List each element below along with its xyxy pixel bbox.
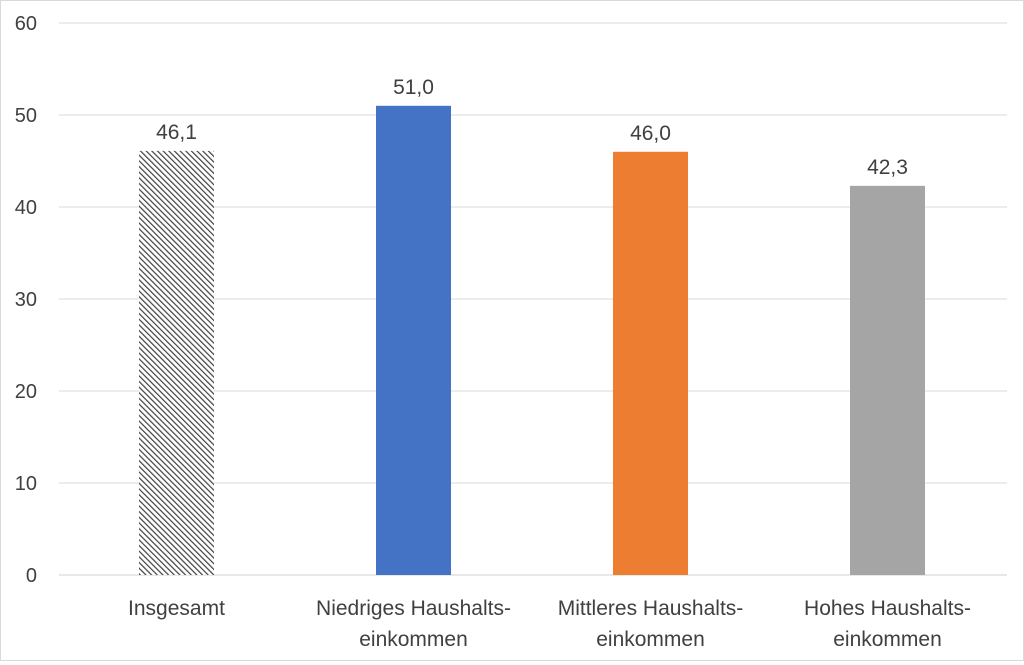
x-axis-tick-labels: Insgesamt Niedriges Haushalts-einkommen Mi… [128,597,971,651]
y-tick-label: 20 [15,381,37,403]
data-label: 51,0 [393,76,434,99]
y-tick-label: 40 [15,197,37,219]
y-tick-label: 10 [15,473,37,495]
bar-3 [613,151,688,576]
data-label: 46,1 [156,121,197,144]
data-labels: 46,1 51,0 46,0 42,3 [156,76,908,179]
x-tick-label: einkommen [833,628,942,651]
gridlines [59,22,1007,576]
y-tick-label: 0 [26,565,37,587]
bar-4 [850,185,925,575]
x-tick-label: Hohes Haushalts- [804,597,971,620]
x-tick-label: Mittleres Haushalts- [558,597,744,620]
x-tick-label: Niedriges Haushalts- [316,597,511,620]
bar-1 [139,150,214,575]
x-tick-label: einkommen [359,628,468,651]
bar-2 [376,105,451,576]
y-tick-label: 30 [15,289,37,311]
x-tick-label: Insgesamt [128,597,225,620]
y-tick-label: 50 [15,105,37,127]
bars [139,105,925,576]
data-label: 42,3 [867,156,908,179]
y-tick-label: 60 [15,13,37,35]
x-tick-label: einkommen [596,628,705,651]
y-axis-tick-labels: 0 10 20 30 40 50 60 [15,13,37,587]
data-label: 46,0 [630,122,671,145]
